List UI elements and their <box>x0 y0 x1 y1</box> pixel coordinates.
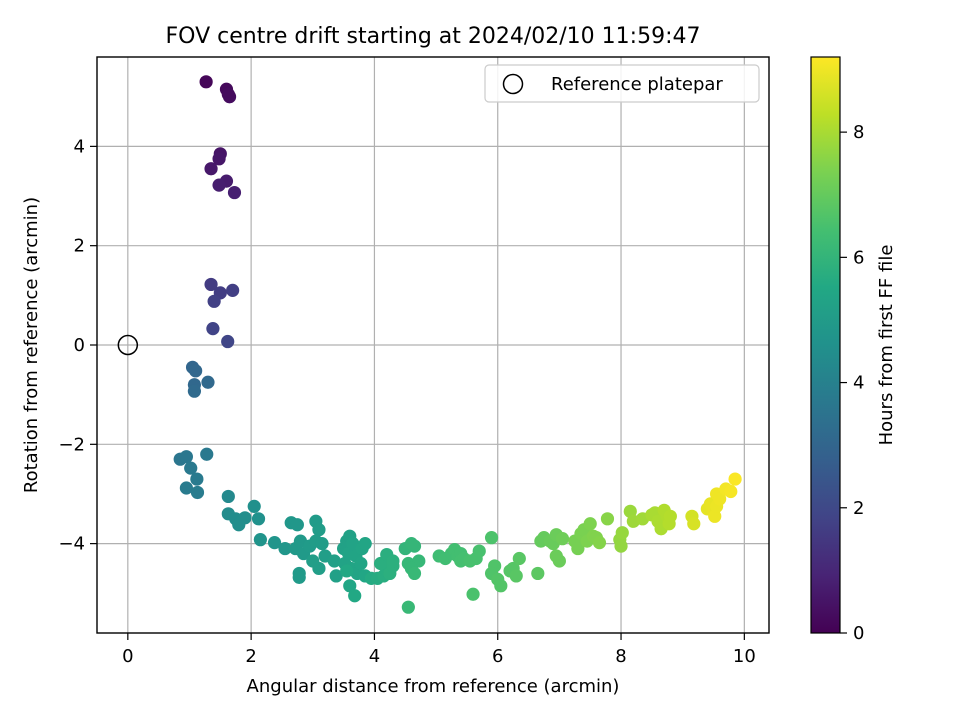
data-point <box>306 554 320 568</box>
legend-label: Reference platepar <box>551 74 723 95</box>
data-point <box>207 294 221 308</box>
data-point <box>187 384 202 398</box>
x-axis-label: Angular distance from reference (arcmin) <box>247 676 620 697</box>
data-point <box>212 178 226 192</box>
data-point <box>466 587 480 601</box>
y-ticks: −4 −2 0 2 4 <box>58 136 97 555</box>
data-point <box>221 489 235 504</box>
colorbar-tick-label: 2 <box>853 498 864 519</box>
data-point <box>614 539 628 553</box>
data-point <box>204 162 218 176</box>
x-ticks: 0 2 4 6 8 10 <box>122 633 756 667</box>
data-point <box>340 564 354 578</box>
chart-title: FOV centre drift starting at 2024/02/10 … <box>166 24 701 49</box>
plot-area: 0 2 4 6 8 10 −4 −2 0 2 4 <box>58 56 770 667</box>
data-point <box>200 447 214 461</box>
data-point <box>221 334 235 349</box>
data-point <box>212 152 226 166</box>
legend-marker-icon <box>502 73 524 95</box>
data-point <box>663 509 677 523</box>
data-point <box>278 541 292 556</box>
data-point <box>386 554 400 568</box>
data-point <box>247 499 261 513</box>
y-tick-label: 0 <box>74 335 85 356</box>
y-tick-label: 4 <box>74 136 85 157</box>
data-point <box>555 532 570 546</box>
legend: Reference platepar <box>484 64 760 103</box>
x-tick-label: 10 <box>733 646 756 667</box>
data-point <box>687 517 701 531</box>
data-point <box>531 566 545 581</box>
data-point <box>329 569 343 583</box>
data-point <box>713 492 727 506</box>
data-point <box>290 518 304 532</box>
colorbar-tick-label: 0 <box>853 623 864 644</box>
data-point <box>407 539 422 553</box>
data-point <box>407 566 422 581</box>
data-point <box>623 504 637 518</box>
data-point <box>206 322 220 336</box>
data-point <box>199 75 213 89</box>
data-point <box>204 277 218 292</box>
data-point <box>724 484 738 499</box>
data-point <box>472 544 486 558</box>
data-point <box>509 569 523 583</box>
data-point <box>184 461 198 475</box>
data-point <box>221 87 235 101</box>
data-point <box>179 450 193 464</box>
data-point <box>484 531 499 545</box>
data-point <box>267 536 282 550</box>
data-point <box>189 364 203 378</box>
data-point <box>253 533 267 547</box>
x-tick-label: 4 <box>369 646 380 667</box>
data-point <box>592 536 607 550</box>
scatter-points <box>173 75 742 614</box>
data-point <box>201 375 215 389</box>
legend-box <box>484 64 760 103</box>
data-point <box>583 517 597 531</box>
y-tick-label: 2 <box>74 236 85 257</box>
colorbar: 0 2 4 6 8 Hours from first FF file <box>810 56 897 644</box>
data-point <box>600 512 615 526</box>
data-point <box>708 509 722 523</box>
y-tick-label: −2 <box>58 434 85 455</box>
data-point <box>728 472 742 486</box>
y-tick-label: −4 <box>58 534 85 555</box>
data-point <box>227 185 242 200</box>
data-point <box>494 579 508 593</box>
data-point <box>292 570 306 584</box>
data-point <box>358 537 372 551</box>
data-point <box>401 600 415 614</box>
data-point <box>232 518 246 532</box>
colorbar-tick-label: 8 <box>853 122 864 143</box>
grid <box>97 57 769 633</box>
data-point <box>354 556 368 571</box>
data-point <box>190 485 205 500</box>
data-point <box>226 283 240 297</box>
colorbar-gradient <box>810 56 841 634</box>
data-point <box>615 526 629 540</box>
x-tick-label: 6 <box>492 646 503 667</box>
data-point <box>251 512 266 526</box>
y-axis-label: Rotation from reference (arcmin) <box>21 197 42 493</box>
colorbar-label: Hours from first FF file <box>876 245 897 446</box>
colorbar-ticks: 0 2 4 6 8 <box>840 122 864 644</box>
x-tick-label: 2 <box>245 646 256 667</box>
data-point <box>552 554 566 568</box>
data-point <box>312 523 326 537</box>
x-tick-label: 0 <box>122 646 133 667</box>
colorbar-tick-label: 6 <box>853 247 864 268</box>
data-point <box>179 481 193 495</box>
colorbar-tick-label: 4 <box>853 373 864 394</box>
data-point <box>327 554 341 568</box>
data-point <box>343 579 357 593</box>
data-point <box>315 537 329 551</box>
x-tick-label: 8 <box>615 646 626 667</box>
data-point <box>571 541 585 556</box>
reference-platepar-point <box>117 334 139 356</box>
data-point <box>348 589 362 603</box>
data-point <box>190 472 204 486</box>
data-point <box>512 551 526 566</box>
